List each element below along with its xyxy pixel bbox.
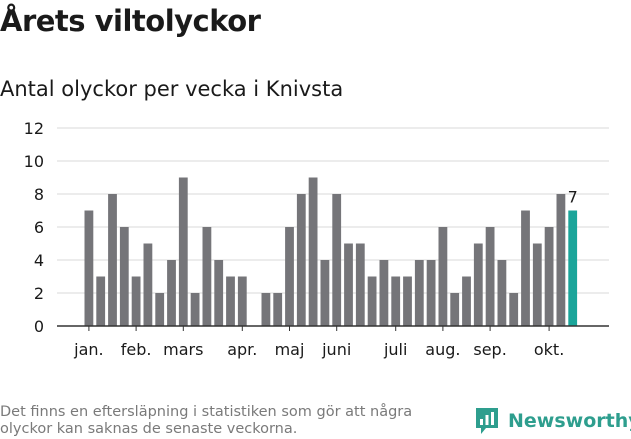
bar [308,177,318,326]
y-tick-label: 4 [34,251,44,270]
newsworthy-logo-icon [476,408,498,434]
highlight-bar [568,210,578,326]
y-tick-label: 12 [24,119,44,138]
brand-name: Newsworthy [508,410,631,432]
bar [556,194,566,326]
bar [403,276,412,326]
bar [96,276,106,326]
bar [391,276,401,326]
bar [332,194,342,326]
bar [544,227,554,326]
bar [438,227,448,326]
highlight-value-label: 7 [568,188,578,207]
x-tick-label: feb. [121,340,152,359]
bar [155,293,165,326]
bar [273,293,283,326]
bar [190,293,200,326]
bar [261,293,271,326]
x-tick-label: juni [321,340,351,359]
bar [214,260,224,326]
y-tick-label: 10 [24,152,44,171]
bar [355,243,365,326]
chart-title: Årets viltolyckor [0,4,261,38]
footnote: Det finns en eftersläpning i statistiken… [0,404,413,437]
bar [202,227,212,326]
y-tick-label: 8 [34,185,44,204]
bar [462,276,471,326]
bar [532,243,542,326]
bar-chart: 0 2 4 6 8 10 12 7 jan. feb. mars apr. maj juni juli aug… [24,119,609,359]
x-tick-label: okt. [534,340,564,359]
newsworthy-brand[interactable]: Newsworthy [474,406,631,436]
bar [485,227,495,326]
bar [226,276,235,326]
chart-subtitle: Antal olyckor per vecka i Knivsta [0,77,344,101]
x-tick-label: maj [275,340,305,359]
y-tick-label: 2 [34,284,44,303]
bar [131,276,141,326]
x-tick-label: aug. [425,340,460,359]
bar [344,243,353,326]
bar [108,194,117,326]
bar [509,293,519,326]
bar [178,177,188,326]
bar [450,293,460,326]
x-tick-label: sep. [473,340,506,359]
bar [426,260,436,326]
bar [473,243,483,326]
bar [84,210,94,326]
bar [285,227,294,326]
bar [497,260,507,326]
bar [237,276,247,326]
bar [119,227,129,326]
y-tick-label: 0 [34,317,44,336]
bar [414,260,424,326]
bar [367,276,377,326]
x-tick-label: juli [383,340,407,359]
bar [143,243,153,326]
x-tick-label: jan. [73,340,103,359]
bar [521,210,530,326]
y-tick-label: 6 [34,218,44,237]
bar [320,260,330,326]
bar [167,260,176,326]
bar [379,260,389,326]
x-tick-label: mars [163,340,203,359]
bar [296,194,306,326]
x-tick-label: apr. [227,340,257,359]
